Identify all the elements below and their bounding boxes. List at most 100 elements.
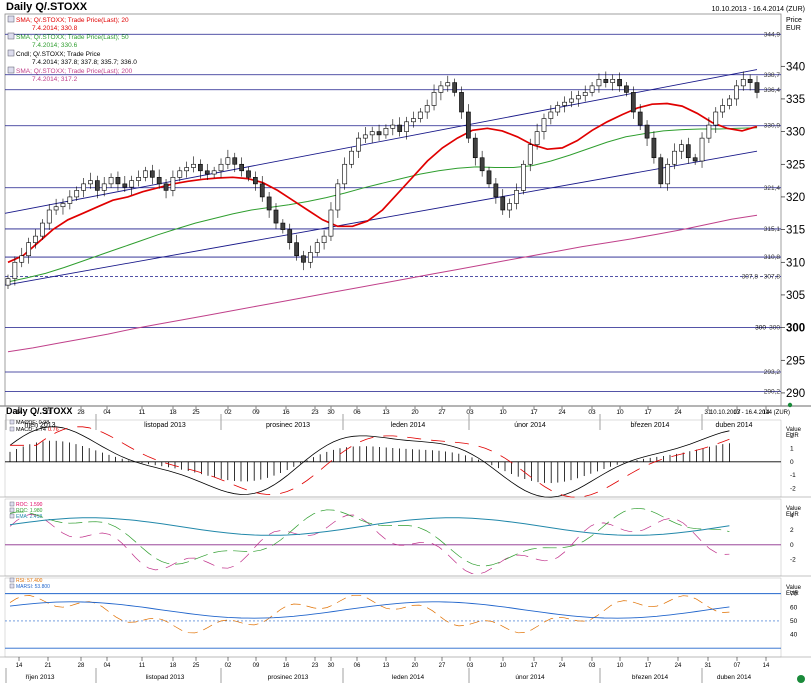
candle-body [720,105,726,113]
candle-body [362,134,368,139]
month-label: prosinec 2013 [266,422,310,429]
price-axis-label: 305 [786,290,805,302]
legend-icon [7,49,15,57]
candle-body [143,170,148,178]
level-label: 310,8 [764,254,781,261]
date-label: 06 [353,409,361,416]
rsi-pane[interactable] [4,577,782,658]
date-label: 02 [224,409,232,416]
legend-icon [9,426,15,432]
bottom-date-label: 03 [467,663,474,669]
macd-legend-label: MACDF: 0.98 [16,420,49,426]
status-dot-icon [797,675,805,683]
candle-body [177,170,183,178]
candle-body [630,92,636,113]
date-label: 14 [762,409,770,416]
date-label: 07 [733,409,741,416]
price-legend: SMA; Q/.STOXX; Trade Price(Last); 207.4.… [7,15,137,83]
candle-body [26,242,31,257]
roc-pane[interactable] [4,498,782,577]
candle-body [170,177,176,191]
bottom-month-label: březen 2014 [632,674,669,681]
macd-line [9,426,730,498]
month-label: březen 2014 [631,422,670,429]
candle-body [129,180,135,188]
bottom-date-label: 27 [439,663,446,669]
bottom-month-label: leden 2014 [392,674,425,681]
candle-body [534,131,540,145]
candle-body [637,111,643,126]
pane-axis-title: Value [786,585,802,591]
candle-body [472,137,478,159]
bottom-date-label: 04 [104,663,111,669]
candle-body [115,177,121,185]
candle-body [149,170,155,178]
date-label: 17 [530,409,538,416]
bottom-date-label: 20 [412,663,419,669]
legend-icon [9,513,15,519]
legend-icon [7,32,15,40]
candle-body [575,95,581,100]
macd-legend-value: 0.76 [48,427,59,433]
bottom-date-label: 14 [763,663,770,669]
candle-body [204,170,210,175]
price-axis-label: 340 [786,61,805,73]
pane-axis-label: 0 [790,459,794,466]
pane-axis-label: -1 [790,472,796,479]
candle-body [479,157,485,172]
candle-body [417,111,423,119]
bottom-date-label: 21 [45,663,52,669]
price-pane[interactable] [4,13,782,407]
candle-body [624,85,629,93]
bottom-date-label: 09 [253,663,260,669]
roc-legend-label: EMA: 2.418 [16,514,42,520]
candle-body [225,157,231,165]
candle-body [734,85,739,100]
date-label: 27 [438,409,446,416]
date-label: 17 [644,409,652,416]
candle-body [163,183,169,191]
bottom-date-label: 10 [617,663,624,669]
candle-body [246,170,251,178]
candle-body [218,163,224,172]
bottom-date-label: 02 [225,663,232,669]
pane-axis-label: -2 [790,485,796,492]
candle-body [266,196,272,211]
candle-body [136,177,141,181]
bottom-date-label: 14 [16,663,23,669]
date-label: 31 [704,409,712,416]
level-label: 321,4 [764,185,781,192]
pane-axis-label: 60 [790,604,798,611]
price-axis-label: 295 [786,355,805,367]
legend-value: 7.4.2014; 330.6 [32,42,78,49]
candle-body [46,209,52,224]
candle-body [376,131,382,136]
date-label: 10 [499,409,507,416]
level-label: 290,2 [764,389,781,396]
moving-average-line [7,127,758,283]
candle-body [493,183,499,198]
date-label: 13 [382,409,390,416]
pane-axis-title: EUR [786,433,799,439]
bottom-date-label: 17 [531,663,538,669]
date-label: 23 [311,409,319,416]
candle-body [679,144,684,152]
candle-body [67,196,73,204]
candle-body [294,242,299,257]
price-axis-label: 290 [786,388,805,400]
pane-axis-label: 1 [790,446,794,453]
bottom-month-label: listopad 2013 [146,674,185,681]
level-label: 344,9 [764,31,781,38]
candle-body [198,163,203,172]
candle-body [665,163,671,185]
macd-pane[interactable] [4,419,782,498]
price-axis-label: 330 [786,127,805,139]
date-label: 24 [674,409,682,416]
bottom-month-label: říjen 2013 [26,674,55,681]
legend-label: SMA; Q/.STOXX; Trade Price(Last); 200 [16,68,133,75]
candle-body [672,150,677,165]
level-label: 338,7 [764,72,781,79]
candle-body [122,183,128,188]
pane-axis-label: 50 [790,618,798,625]
bottom-date-label: 13 [383,663,390,669]
